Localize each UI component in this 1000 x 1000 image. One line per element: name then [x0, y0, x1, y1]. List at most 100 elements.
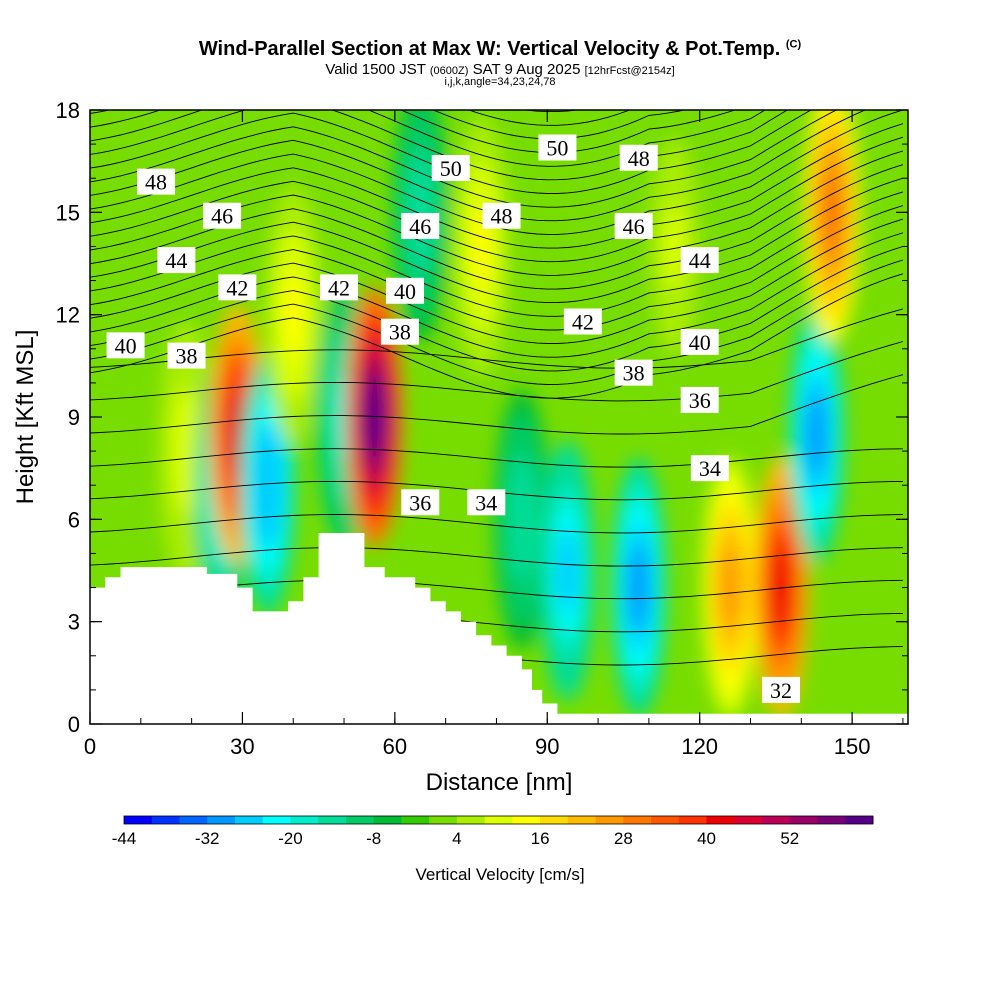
colorbar-swatch — [456, 816, 486, 824]
theta-contour-38-0 — [90, 308, 904, 369]
theta-label-text: 34 — [475, 490, 497, 515]
theta-label-40-9: 40 — [386, 277, 425, 304]
terrain — [90, 533, 908, 724]
index-info: i,j,k,angle=34,23,24,78 — [444, 76, 556, 88]
theta-contour-42-2 — [90, 177, 904, 304]
theta-contour-38-2 — [90, 259, 904, 385]
theta-label-text: 38 — [176, 344, 198, 369]
theta-label-46-17: 46 — [401, 212, 440, 239]
colorbar-title: Vertical Velocity [cm/s] — [415, 865, 584, 884]
theta-label-box — [690, 455, 729, 482]
velocity-cell-15 — [788, 304, 845, 565]
theta-label-34-2: 34 — [690, 455, 729, 482]
theta-contour-42-1 — [90, 191, 904, 317]
theta-label-40-10: 40 — [680, 328, 719, 355]
theta-label-48-19: 48 — [137, 168, 176, 195]
colorbar-swatch — [678, 816, 708, 824]
velocity-cell-13 — [702, 457, 759, 718]
colorbar-swatch — [595, 816, 624, 824]
theta-label-42-13: 42 — [563, 308, 602, 335]
forecast-info: [12hrFcst@2154z] — [584, 65, 675, 77]
theta-contour-48-0 — [90, 110, 838, 208]
theta-contour-46-0 — [90, 123, 904, 249]
valid-time: Valid 1500 JST — [325, 61, 426, 78]
theta-label-box — [137, 168, 176, 195]
velocity-cell-4 — [265, 184, 322, 445]
theta-label-48-20: 48 — [482, 202, 521, 229]
x-tick-label: 120 — [681, 734, 718, 759]
theta-label-text: 38 — [389, 320, 411, 345]
x-tick-label: 30 — [230, 734, 254, 759]
theta-label-text: 40 — [115, 333, 137, 358]
terrain-layer — [90, 533, 908, 724]
theta-label-38-6: 38 — [380, 318, 419, 345]
theta-label-text: 40 — [394, 279, 416, 304]
theta-label-34-1: 34 — [467, 489, 506, 516]
theta-label-42-12: 42 — [319, 274, 358, 301]
theta-label-text: 42 — [328, 275, 350, 300]
colorbar-swatch — [318, 816, 347, 824]
colorbar-swatch — [179, 816, 208, 824]
colorbar-swatch — [512, 816, 541, 824]
theta-label-text: 48 — [628, 146, 650, 171]
theta-contour-50-2 — [90, 110, 687, 140]
theta-label-text: 34 — [699, 456, 721, 481]
velocity-cell-6 — [346, 287, 403, 547]
y-tick-label: 9 — [68, 405, 80, 430]
theta-label-text: 44 — [689, 248, 711, 273]
velocity-mark — [806, 392, 827, 477]
theta-label-box — [680, 328, 719, 355]
theta-label-text: 36 — [689, 388, 711, 413]
colorbar-swatch — [540, 816, 569, 824]
theta-contour-34-0 — [90, 547, 903, 567]
valid-date: SAT 9 Aug 2025 — [472, 61, 581, 78]
velocity-mark — [257, 443, 279, 528]
velocity-mark — [176, 409, 197, 494]
theta-label-48-21: 48 — [619, 144, 658, 171]
colorbar-swatch — [290, 816, 319, 824]
theta-label-text: 38 — [623, 361, 645, 386]
chart-subtitle: Valid 1500 JST (0600Z) SAT 9 Aug 2025 [1… — [0, 61, 1000, 78]
colorbar-swatch — [817, 816, 846, 824]
theta-contour-36-2 — [90, 341, 904, 402]
theta-label-text: 48 — [145, 170, 167, 195]
y-tick-label: 12 — [56, 303, 80, 328]
chart-title: Wind-Parallel Section at Max W: Vertical… — [0, 38, 1000, 61]
theta-label-text: 46 — [211, 204, 233, 229]
theta-label-text: 50 — [440, 156, 462, 181]
theta-contour-52-2 — [507, 93, 588, 98]
theta-contour-34-1 — [90, 514, 903, 534]
theta-label-38-5: 38 — [167, 342, 206, 369]
colorbar-swatch — [373, 816, 402, 824]
theta-label-text: 48 — [491, 204, 513, 229]
colorbar-tick-label: -32 — [195, 829, 220, 848]
colorbar-tick-label: 4 — [452, 829, 461, 848]
y-axis-title: Height [Kft MSL] — [12, 330, 39, 505]
theta-contour-36-0 — [90, 448, 903, 468]
theta-label-36-3: 36 — [401, 489, 440, 516]
colorbar-swatch — [151, 816, 180, 824]
theta-contour-50-0 — [90, 110, 766, 167]
theta-label-box — [761, 676, 800, 703]
theta-label-box — [401, 489, 440, 516]
title-main: Wind-Parallel Section at Max W: Vertical… — [198, 38, 781, 60]
colorbar-swatch — [789, 816, 819, 824]
copyright-mark: (C) — [785, 38, 802, 51]
theta-label-box — [203, 202, 242, 229]
theta-label-44-15: 44 — [680, 247, 719, 273]
theta-label-box — [167, 342, 206, 369]
colorbar-swatch — [623, 816, 652, 824]
colorbar-swatch — [734, 816, 763, 824]
theta-contour-44-2 — [90, 136, 904, 263]
colorbar-frame — [123, 815, 874, 825]
velocity-mark — [628, 545, 650, 630]
velocity-cell-12 — [646, 116, 703, 377]
theta-label-46-18: 46 — [614, 212, 653, 239]
theta-label-box — [482, 202, 521, 229]
theta-label-box — [467, 489, 506, 516]
velocity-mark — [557, 528, 578, 613]
theta-label-box — [106, 332, 145, 359]
theta-contour-36-1 — [90, 374, 904, 435]
theta-contour-labels: 32 34 34 36 36 38 38 38 40 40 40 42 42 42 44 44 46 46 46 48… — [106, 134, 800, 703]
